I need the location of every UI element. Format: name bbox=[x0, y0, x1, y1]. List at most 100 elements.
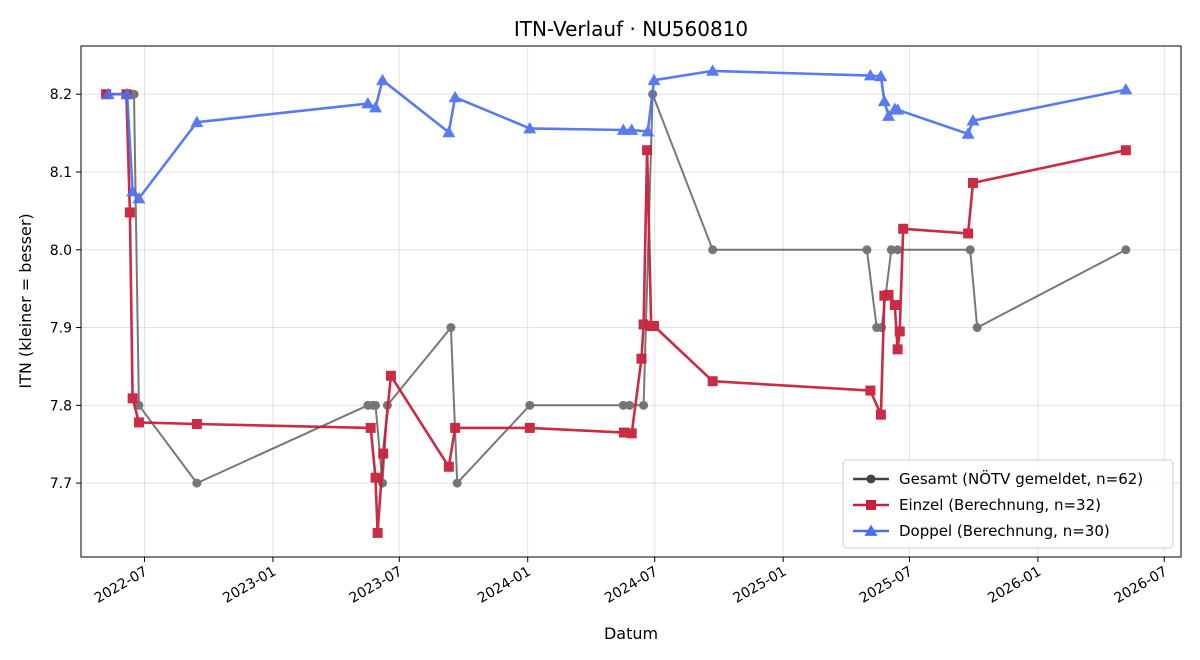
data-point bbox=[1119, 83, 1133, 95]
data-point bbox=[385, 370, 396, 381]
data-point bbox=[963, 228, 974, 239]
legend-label: Gesamt (NÖTV gemeldet, n=62) bbox=[899, 469, 1143, 488]
data-point bbox=[863, 69, 877, 81]
y-tick-label: 8.2 bbox=[50, 87, 72, 103]
data-point bbox=[882, 109, 896, 121]
y-tick-label: 7.9 bbox=[50, 321, 72, 337]
series-gesamt bbox=[101, 89, 1131, 488]
data-point bbox=[618, 400, 628, 410]
legend-item: Einzel (Berechnung, n=32) bbox=[853, 496, 1101, 514]
data-point bbox=[862, 245, 872, 255]
legend-swatch-marker bbox=[866, 474, 876, 484]
data-point bbox=[626, 428, 637, 439]
data-point bbox=[126, 184, 140, 197]
data-point bbox=[365, 422, 376, 433]
data-point bbox=[370, 472, 381, 483]
data-point bbox=[961, 127, 975, 139]
data-point bbox=[191, 419, 202, 429]
data-point bbox=[625, 400, 635, 410]
x-tick-label: 2026-07 bbox=[1112, 564, 1171, 607]
plot-frame bbox=[80, 45, 1182, 558]
data-point bbox=[190, 115, 204, 128]
x-tick-label: 2025-07 bbox=[857, 564, 916, 607]
x-tick-label: 2025-01 bbox=[730, 564, 789, 607]
data-point bbox=[133, 417, 144, 428]
y-tick-label: 8.0 bbox=[50, 243, 72, 259]
data-point bbox=[877, 94, 891, 107]
data-point bbox=[127, 393, 138, 404]
data-point bbox=[707, 376, 718, 387]
x-tick-label: 2023-01 bbox=[220, 564, 279, 607]
data-point bbox=[889, 300, 900, 310]
data-point bbox=[616, 123, 630, 135]
data-point bbox=[875, 409, 886, 420]
data-point bbox=[641, 125, 655, 137]
data-point bbox=[892, 344, 903, 355]
data-point bbox=[443, 461, 454, 472]
data-point bbox=[625, 123, 639, 135]
legend: Gesamt (NÖTV gemeldet, n=62) Einzel (Bere… bbox=[842, 459, 1174, 549]
data-point bbox=[891, 103, 905, 115]
y-tick-label: 8.1 bbox=[50, 165, 72, 181]
y-tick-label: 7.7 bbox=[50, 476, 72, 492]
data-point bbox=[968, 177, 979, 188]
data-point bbox=[369, 100, 383, 113]
series-einzel bbox=[101, 89, 1131, 538]
data-point bbox=[101, 87, 115, 100]
legend-item: Doppel (Berechnung, n=30) bbox=[853, 522, 1110, 540]
data-point bbox=[132, 191, 146, 204]
x-tick-label: 2026-01 bbox=[985, 564, 1044, 607]
data-point bbox=[965, 245, 975, 255]
data-point bbox=[361, 97, 375, 109]
data-point bbox=[452, 478, 462, 488]
y-axis: 7.7 7.8 7.9 8.0 8.1 8.2 bbox=[50, 87, 81, 492]
data-point bbox=[378, 448, 389, 459]
legend-swatch-marker bbox=[864, 524, 878, 536]
data-point bbox=[865, 385, 876, 396]
data-point bbox=[619, 427, 630, 438]
x-tick-label: 2024-01 bbox=[475, 564, 534, 607]
data-point bbox=[124, 207, 135, 218]
data-point bbox=[446, 323, 456, 333]
y-tick-label: 7.8 bbox=[50, 398, 72, 414]
data-point bbox=[442, 125, 456, 138]
data-point bbox=[649, 321, 660, 331]
data-point bbox=[120, 87, 134, 100]
data-point bbox=[523, 121, 537, 134]
legend-item: Gesamt (NÖTV gemeldet, n=62) bbox=[853, 469, 1143, 488]
legend-label: Doppel (Berechnung, n=30) bbox=[899, 522, 1110, 540]
legend-label: Einzel (Berechnung, n=32) bbox=[899, 496, 1101, 514]
plot-area bbox=[101, 64, 1133, 538]
data-point bbox=[708, 245, 718, 255]
data-point bbox=[638, 319, 649, 330]
x-tick-label: 2023-07 bbox=[347, 564, 406, 607]
x-tick-label: 2022-07 bbox=[92, 564, 151, 607]
data-point bbox=[192, 478, 202, 488]
data-point bbox=[371, 400, 381, 410]
x-axis: 2022-07 2023-01 2023-07 2024-01 2024-07 2025-… bbox=[92, 557, 1170, 607]
data-point bbox=[886, 245, 896, 255]
data-point bbox=[706, 64, 720, 76]
data-point bbox=[636, 353, 647, 364]
legend-box bbox=[842, 459, 1174, 549]
data-point bbox=[966, 114, 980, 126]
data-point bbox=[898, 223, 909, 234]
data-point bbox=[894, 326, 905, 337]
data-point bbox=[647, 73, 661, 86]
data-point bbox=[524, 422, 535, 433]
data-point bbox=[874, 69, 888, 82]
x-tick-label: 2024-07 bbox=[602, 564, 661, 607]
data-point bbox=[1120, 145, 1131, 156]
data-point bbox=[525, 400, 535, 410]
data-point bbox=[376, 73, 390, 86]
series-doppel bbox=[101, 64, 1133, 204]
x-axis-label: Datum bbox=[604, 624, 658, 643]
y-axis-label: ITN (kleiner = besser) bbox=[16, 213, 35, 388]
data-point bbox=[372, 527, 383, 538]
data-point bbox=[893, 245, 903, 255]
chart-title: ITN-Verlauf · NU560810 bbox=[514, 17, 748, 41]
data-point bbox=[883, 289, 894, 300]
data-point bbox=[1121, 245, 1131, 255]
data-point bbox=[972, 323, 982, 333]
